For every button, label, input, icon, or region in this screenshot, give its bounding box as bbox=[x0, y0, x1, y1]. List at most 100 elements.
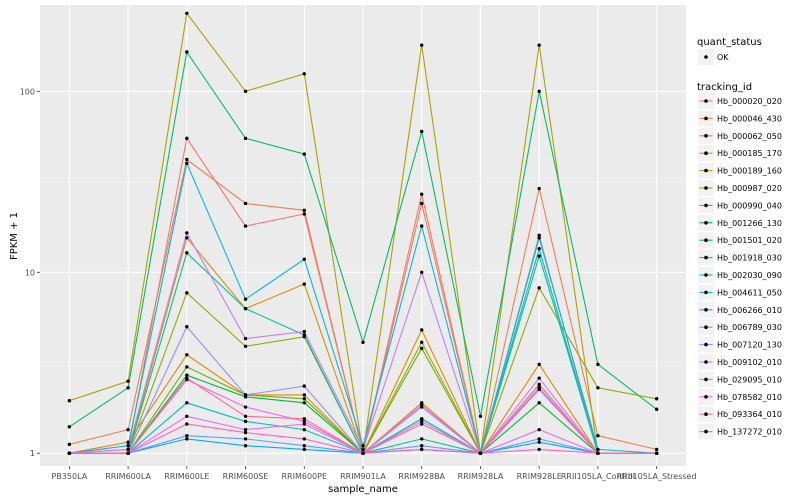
data-point bbox=[243, 306, 248, 311]
x-tick-label: RRIM928LE bbox=[517, 472, 562, 481]
data-point bbox=[126, 386, 130, 390]
legend-point bbox=[704, 134, 708, 138]
x-tick-label: RRIM928BA bbox=[398, 472, 445, 481]
x-axis-title: sample_name bbox=[328, 484, 398, 495]
x-tick-label: RRII105LA_Control bbox=[561, 472, 635, 481]
y-axis: 1 10 100 bbox=[20, 87, 40, 458]
data-point bbox=[126, 440, 130, 444]
data-point bbox=[537, 440, 541, 444]
data-point bbox=[185, 50, 189, 54]
data-point bbox=[654, 407, 659, 411]
data-point bbox=[243, 297, 248, 301]
legend-label: Hb_078582_010 bbox=[717, 393, 782, 402]
legend-label: Hb_007120_130 bbox=[717, 341, 782, 350]
data-point bbox=[420, 419, 424, 424]
data-point bbox=[185, 376, 189, 380]
legend-point bbox=[704, 151, 708, 155]
legend-label: Hb_001501_020 bbox=[717, 236, 782, 245]
data-point bbox=[243, 393, 248, 397]
data-point bbox=[302, 152, 306, 156]
data-point bbox=[596, 447, 600, 452]
legend-point bbox=[704, 395, 708, 399]
data-point bbox=[537, 376, 541, 380]
data-point bbox=[537, 233, 541, 238]
legend-point bbox=[704, 273, 708, 277]
data-point bbox=[67, 442, 72, 447]
data-point bbox=[420, 403, 424, 407]
data-point bbox=[243, 89, 248, 94]
data-point bbox=[302, 208, 306, 213]
data-point bbox=[420, 340, 424, 345]
data-point bbox=[420, 422, 424, 426]
data-point bbox=[243, 430, 248, 435]
data-point bbox=[185, 136, 189, 141]
data-point bbox=[478, 451, 483, 455]
data-point bbox=[185, 291, 189, 295]
data-point bbox=[185, 161, 189, 166]
data-point bbox=[67, 399, 72, 403]
data-point bbox=[243, 224, 248, 228]
data-point bbox=[420, 328, 424, 332]
legend-label: OK bbox=[717, 53, 729, 62]
legend-label: Hb_006789_030 bbox=[717, 323, 782, 332]
data-point bbox=[361, 340, 365, 345]
data-point bbox=[185, 251, 189, 255]
data-point bbox=[185, 231, 189, 235]
x-tick-label: RRIM928LA bbox=[458, 472, 504, 481]
color-legend-items: Hb_000020_020 Hb_000046_430 Hb_000062_050 H… bbox=[698, 93, 782, 440]
data-point bbox=[243, 419, 248, 424]
data-point bbox=[420, 201, 424, 206]
color-legend-title: tracking_id bbox=[697, 82, 752, 93]
y-tick-label: 10 bbox=[25, 268, 35, 277]
data-point bbox=[537, 186, 541, 191]
data-point bbox=[243, 414, 248, 418]
legend-point bbox=[704, 429, 708, 434]
data-point bbox=[537, 236, 541, 240]
data-point bbox=[420, 192, 424, 196]
data-point bbox=[243, 405, 248, 409]
legend-label: Hb_006266_010 bbox=[717, 306, 782, 315]
data-point bbox=[537, 254, 541, 258]
data-point bbox=[420, 224, 424, 228]
legend-label: Hb_002030_090 bbox=[717, 271, 782, 280]
data-point bbox=[654, 397, 659, 401]
y-tick-label: 100 bbox=[20, 87, 35, 96]
data-point bbox=[302, 329, 306, 334]
legend-point bbox=[704, 116, 708, 121]
data-point bbox=[185, 437, 189, 441]
x-tick-label: PB350LA bbox=[52, 472, 88, 481]
data-point bbox=[243, 437, 248, 441]
data-point bbox=[537, 246, 541, 251]
legend-point bbox=[704, 342, 708, 347]
data-point bbox=[67, 425, 72, 429]
data-point bbox=[537, 387, 541, 392]
data-points bbox=[67, 11, 659, 455]
shape-legend-items: OK bbox=[698, 49, 729, 65]
data-point bbox=[185, 236, 189, 240]
x-tick-label: RRIM600LE bbox=[164, 472, 209, 481]
legend-label: Hb_000990_040 bbox=[717, 201, 782, 210]
data-point bbox=[302, 401, 306, 405]
x-axis: PB350LA RRIM600LA RRIM600LE RRIM600SE RRIM60… bbox=[52, 466, 697, 481]
legend-label: Hb_137272_010 bbox=[717, 428, 782, 437]
legend-label: Hb_001918_030 bbox=[717, 254, 782, 263]
data-point bbox=[596, 433, 600, 438]
data-point bbox=[302, 72, 306, 76]
legend-point bbox=[704, 412, 708, 417]
x-tick-label: RRIM600SE bbox=[223, 472, 269, 481]
data-point bbox=[654, 447, 659, 452]
data-point bbox=[185, 414, 189, 418]
legend-point bbox=[704, 99, 708, 103]
shape-legend-title: quant_status bbox=[697, 37, 762, 48]
data-point bbox=[420, 270, 424, 274]
data-point bbox=[537, 43, 541, 47]
legend-label: Hb_000062_050 bbox=[717, 132, 782, 141]
data-point bbox=[126, 427, 130, 432]
data-point bbox=[302, 282, 306, 286]
data-point bbox=[302, 422, 306, 426]
data-point bbox=[302, 447, 306, 452]
data-point bbox=[185, 365, 189, 369]
data-point bbox=[361, 447, 365, 452]
legend-point bbox=[704, 290, 708, 295]
